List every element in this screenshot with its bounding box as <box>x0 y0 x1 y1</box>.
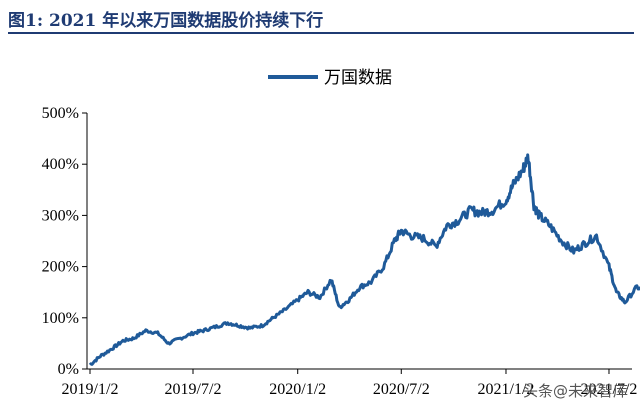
y-tick-label: 0% <box>58 361 79 378</box>
x-tick-label: 2019/1/2 <box>62 381 119 398</box>
y-tick-label: 100% <box>42 310 79 327</box>
y-tick-label: 200% <box>42 259 79 276</box>
x-tick-label: 2021/1/2 <box>478 381 535 398</box>
series-line <box>88 153 640 366</box>
axes <box>86 113 632 370</box>
page-title: 图1: 2021 年以来万国数据股价持续下行 <box>8 11 324 31</box>
title-bar: 图1: 2021 年以来万国数据股价持续下行 <box>8 2 634 34</box>
watermark: 头条@未来智库 <box>523 382 628 400</box>
x-tick-label: 2020/7/2 <box>373 381 430 398</box>
y-tick-label: 300% <box>42 207 79 224</box>
legend: 万国数据 <box>268 68 392 88</box>
y-tick-label: 500% <box>42 105 79 122</box>
x-tick-label: 2021/7/2 <box>581 381 638 398</box>
x-tick-label: 2020/1/2 <box>269 381 326 398</box>
x-axis-ticks: 2019/1/2 2019/7/2 2020/1/2 2020/7/2 2021/1/2… <box>62 369 638 398</box>
y-tick-label: 400% <box>42 156 79 173</box>
x-tick-label: 2019/7/2 <box>165 381 222 398</box>
y-axis-ticks: 0% 100% 200% 300% 400% 500% <box>42 105 87 378</box>
legend-label: 万国数据 <box>324 68 392 88</box>
